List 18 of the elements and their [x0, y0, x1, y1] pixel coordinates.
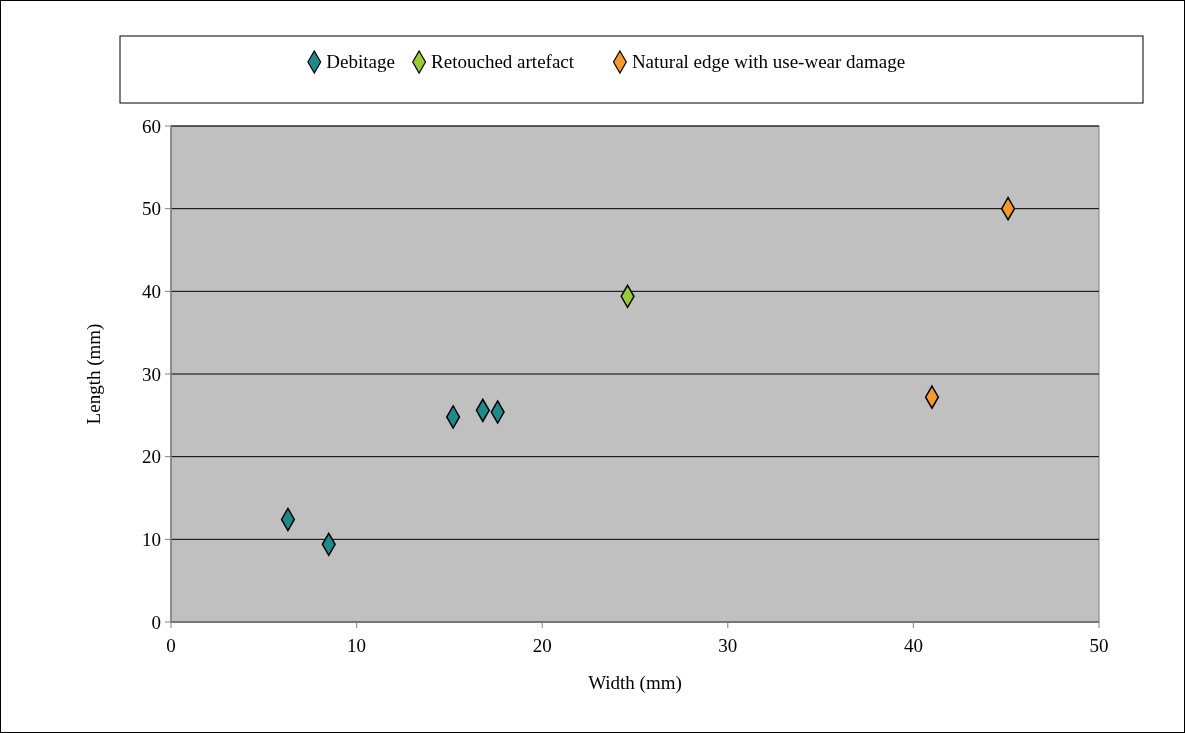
x-tick-label: 40: [903, 635, 923, 656]
x-tick-label: 30: [718, 635, 738, 656]
y-tick-label: 40: [142, 280, 161, 302]
legend-label: Natural edge with use-wear damage: [631, 51, 906, 72]
legend-label: Retouched artefact: [431, 51, 575, 72]
legend-label: Debitage: [326, 51, 395, 72]
y-tick-label: 60: [142, 115, 161, 137]
y-tick-label: 30: [142, 363, 161, 385]
x-tick-label: 10: [347, 635, 367, 656]
y-tick-label: 50: [142, 198, 161, 220]
y-tick-label: 0: [151, 611, 161, 633]
x-axis-title: Width (mm): [588, 672, 682, 694]
y-tick-label: 10: [142, 528, 161, 550]
x-tick-label: 20: [532, 635, 552, 656]
x-tick-label: 50: [1089, 635, 1109, 656]
x-tick-label: 0: [166, 635, 176, 656]
y-axis-title: Length (mm): [83, 323, 105, 425]
y-tick-label: 20: [142, 446, 161, 468]
